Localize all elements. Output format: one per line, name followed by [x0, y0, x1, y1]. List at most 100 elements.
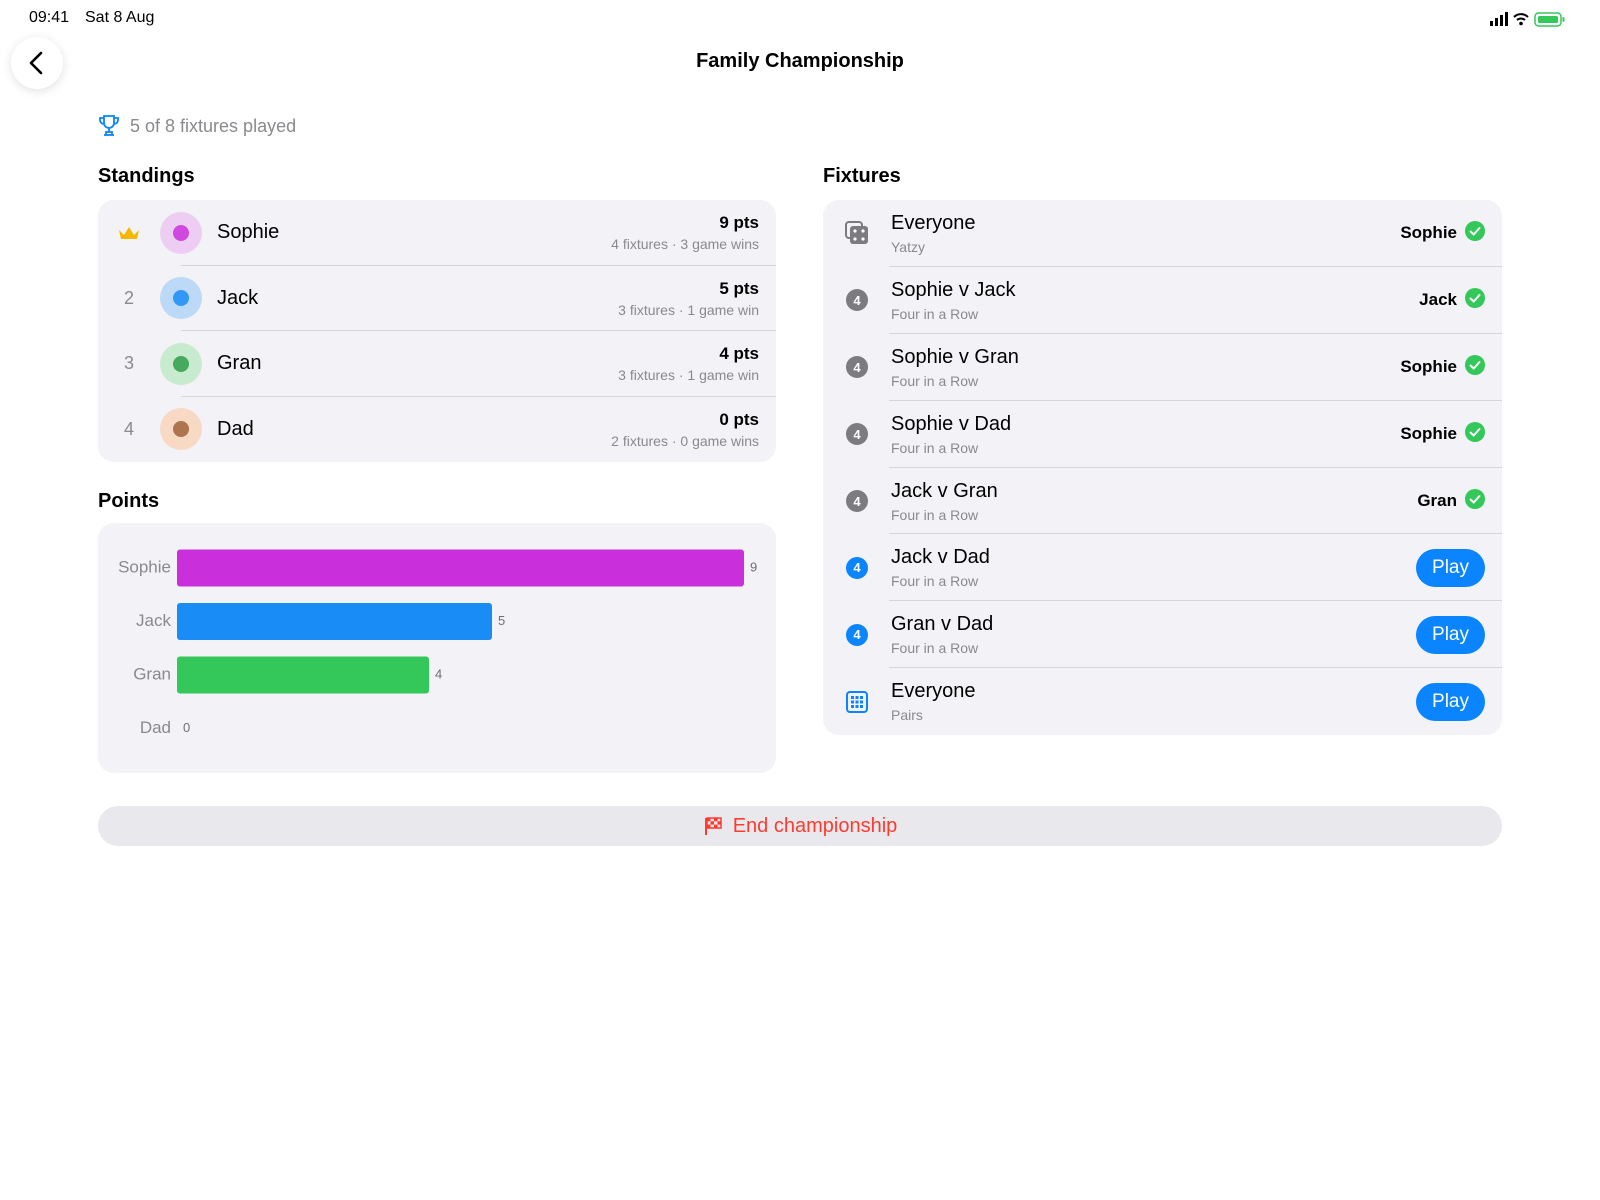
- fixture-text: Gran v Dad Four in a Row: [891, 613, 1416, 656]
- fixture-row: 4 Sophie v Jack Four in a Row Jack: [823, 267, 1502, 334]
- points-card: Sophie 9 Jack 5 Gran 4 Dad 0: [98, 523, 776, 773]
- standing-stats: 5 pts 3 fixtures · 1 game win: [618, 279, 776, 318]
- winner-name: Sophie: [1400, 357, 1457, 377]
- check-wrap: [1465, 354, 1485, 380]
- standing-stats: 9 pts 4 fixtures · 3 game wins: [611, 213, 776, 252]
- check-icon: [1465, 354, 1485, 375]
- bar-value-label: 4: [435, 666, 442, 681]
- avatar: [160, 277, 202, 320]
- standing-stats: 4 pts 3 fixtures · 1 game win: [618, 344, 776, 383]
- fixture-title: Gran v Dad: [891, 613, 994, 636]
- fixture-text: Sophie v Gran Four in a Row: [891, 346, 1400, 389]
- fixture-result: Gran: [1417, 488, 1502, 514]
- summary-text: 5 of 8 fixtures played: [130, 115, 297, 136]
- check-icon: [1465, 220, 1485, 241]
- fixture-title: Sophie v Gran: [891, 345, 1019, 368]
- separator: [889, 533, 1502, 535]
- standing-row: 3 Gran 4 pts 3 fixtures · 1 game win: [98, 331, 776, 397]
- fixture-badge: 4: [846, 423, 868, 446]
- fixture-game: Four in a Row: [891, 573, 979, 590]
- standing-detail: 2 fixtures · 0 game wins: [611, 432, 759, 449]
- bar: [177, 603, 492, 640]
- flag-icon: [704, 817, 722, 835]
- fixtures-heading: Fixtures: [823, 165, 901, 187]
- fixture-game: Four in a Row: [891, 305, 979, 322]
- separator: [181, 395, 776, 397]
- fixture-title: Sophie v Dad: [891, 412, 1012, 435]
- points-text: 5 pts: [719, 278, 759, 298]
- play-button[interactable]: Play: [1416, 615, 1485, 654]
- fixture-badge: 4: [846, 556, 868, 579]
- standing-stats: 0 pts 2 fixtures · 0 game wins: [611, 410, 776, 449]
- separator: [889, 332, 1502, 334]
- fixture-text: Jack v Gran Four in a Row: [891, 480, 1417, 523]
- standings-heading: Standings: [98, 165, 195, 187]
- rank: 4: [123, 418, 134, 439]
- avatar: [160, 408, 202, 451]
- fixture-row: 4 Gran v Dad Four in a Row Play: [823, 601, 1502, 669]
- fixture-row: Everyone Pairs Play: [823, 668, 1502, 735]
- fixture-row: 4 Sophie v Dad Four in a Row Sophie: [823, 401, 1502, 468]
- fixture-badge: 4: [846, 623, 868, 646]
- status-date: Sat 8 Aug: [85, 9, 155, 26]
- play-button[interactable]: Play: [1416, 682, 1485, 721]
- fixture-text: Sophie v Jack Four in a Row: [891, 279, 1419, 322]
- fixture-icon: 4: [823, 356, 891, 379]
- points-text: 4 pts: [719, 344, 759, 364]
- fixture-text: Everyone Yatzy: [891, 212, 1400, 255]
- separator: [889, 600, 1502, 602]
- check-wrap: [1465, 421, 1485, 447]
- fixture-game: Pairs: [891, 707, 923, 724]
- fixture-title: Everyone: [891, 211, 976, 234]
- fixture-row: 4 Jack v Gran Four in a Row Gran: [823, 468, 1502, 535]
- standing-row: 2 Jack 5 pts 3 fixtures · 1 game win: [98, 266, 776, 331]
- fixture-icon: 4: [823, 623, 891, 646]
- separator: [181, 330, 776, 331]
- check-icon: [1465, 488, 1485, 509]
- bar-category-label: Dad: [140, 718, 171, 737]
- fixture-icon: 4: [823, 556, 891, 579]
- bar: [177, 549, 744, 587]
- fixture-icon: [823, 219, 891, 247]
- screen-title: Family Championship: [696, 50, 904, 72]
- fixture-badge: 4: [846, 289, 868, 312]
- fixture-row: 4 Sophie v Gran Four in a Row Sophie: [823, 334, 1502, 401]
- player-name: Dad: [217, 417, 254, 440]
- status-icons: [1490, 12, 1565, 27]
- fixture-result: Jack: [1419, 287, 1502, 313]
- separator: [889, 466, 1502, 468]
- rank: 2: [123, 287, 134, 308]
- dice-icon: [845, 221, 868, 245]
- fixture-title: Jack v Gran: [891, 479, 998, 502]
- bar-value-label: 5: [498, 613, 505, 628]
- fixture-title: Jack v Dad: [891, 546, 990, 569]
- play-button[interactable]: Play: [1416, 548, 1485, 587]
- pairs-icon: [846, 690, 868, 713]
- bar-category-label: Sophie: [118, 557, 171, 576]
- standing-detail: 3 fixtures · 1 game win: [618, 301, 759, 318]
- bar-value-label: 0: [183, 720, 190, 735]
- back-button[interactable]: [11, 37, 63, 89]
- check-icon: [1465, 421, 1485, 442]
- check-wrap: [1465, 287, 1485, 313]
- separator: [889, 667, 1502, 669]
- standing-detail: 3 fixtures · 1 game win: [618, 367, 759, 384]
- player-name: Jack: [217, 286, 259, 309]
- points-text: 0 pts: [719, 409, 759, 429]
- fixture-game: Yatzy: [891, 238, 925, 255]
- end-championship-button[interactable]: End championship: [98, 806, 1502, 846]
- fixture-text: Sophie v Dad Four in a Row: [891, 413, 1400, 456]
- fixture-badge: 4: [846, 356, 868, 379]
- summary: 5 of 8 fixtures played: [98, 114, 296, 138]
- crown-icon: [119, 226, 139, 239]
- avatar: [160, 342, 202, 385]
- fixtures-card: Everyone Yatzy Sophie 4 Sophie v Jack Four in…: [823, 200, 1502, 735]
- bar-category-label: Gran: [133, 664, 171, 683]
- standing-detail: 4 fixtures · 3 game wins: [611, 236, 759, 253]
- points-heading: Points: [98, 490, 160, 512]
- trophy-icon: [99, 115, 119, 136]
- player-name: Gran: [217, 352, 262, 375]
- status-time: 09:41: [29, 9, 70, 26]
- fixture-result: Sophie: [1400, 220, 1502, 246]
